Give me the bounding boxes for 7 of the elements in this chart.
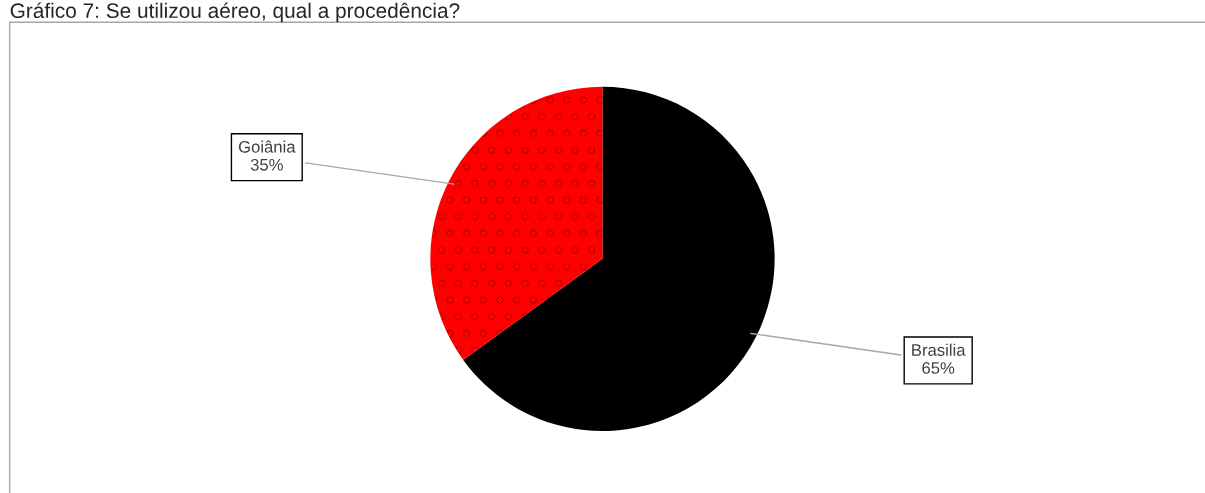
pie-slice — [430, 86, 603, 361]
chart-title: Gráfico 7: Se utilizou aéreo, qual a procedência? — [10, 2, 460, 23]
slice-label: Goiânia — [238, 140, 296, 153]
data-label: 35% — [250, 158, 283, 171]
pie-slice — [463, 86, 775, 431]
data-label: 65% — [922, 362, 955, 374]
slice-label: Brasilia — [912, 343, 966, 356]
